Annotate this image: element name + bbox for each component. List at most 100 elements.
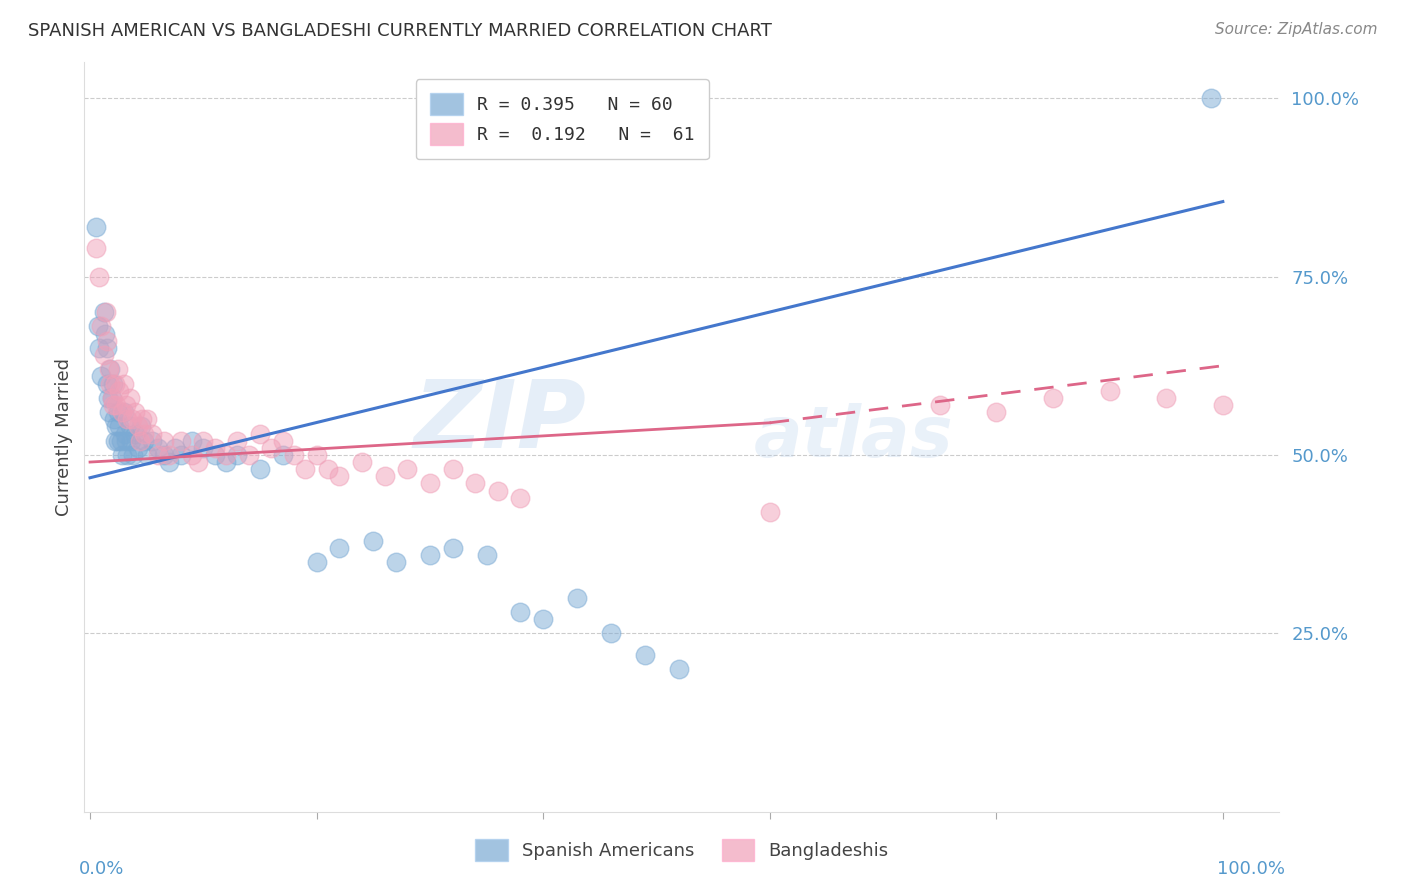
Text: Source: ZipAtlas.com: Source: ZipAtlas.com bbox=[1215, 22, 1378, 37]
Point bbox=[111, 405, 134, 419]
Point bbox=[105, 398, 128, 412]
Point bbox=[294, 462, 316, 476]
Point bbox=[441, 462, 464, 476]
Point bbox=[107, 405, 129, 419]
Text: 100.0%: 100.0% bbox=[1218, 861, 1285, 879]
Point bbox=[1154, 391, 1177, 405]
Point bbox=[87, 319, 110, 334]
Point bbox=[128, 434, 150, 448]
Point bbox=[100, 391, 122, 405]
Point bbox=[193, 441, 215, 455]
Point bbox=[124, 405, 146, 419]
Point bbox=[101, 398, 124, 412]
Point bbox=[1212, 398, 1234, 412]
Point bbox=[238, 448, 260, 462]
Point bbox=[531, 612, 554, 626]
Point bbox=[87, 269, 110, 284]
Point bbox=[758, 505, 780, 519]
Point bbox=[152, 434, 174, 448]
Point bbox=[129, 419, 152, 434]
Point bbox=[204, 448, 226, 462]
Point bbox=[84, 241, 107, 255]
Text: ZIP: ZIP bbox=[413, 376, 586, 468]
Point bbox=[249, 426, 271, 441]
Point bbox=[226, 448, 249, 462]
Point bbox=[118, 419, 141, 434]
Point bbox=[108, 419, 131, 434]
Point bbox=[146, 441, 169, 455]
Point bbox=[114, 426, 136, 441]
Point bbox=[107, 362, 129, 376]
Point bbox=[226, 434, 249, 448]
Point bbox=[204, 441, 226, 455]
Point bbox=[121, 412, 143, 426]
Point bbox=[98, 362, 121, 376]
Point bbox=[475, 548, 498, 562]
Point bbox=[96, 334, 118, 348]
Point bbox=[350, 455, 373, 469]
Point bbox=[111, 448, 134, 462]
Point bbox=[509, 491, 531, 505]
Point bbox=[565, 591, 588, 605]
Point bbox=[96, 376, 118, 391]
Point bbox=[112, 376, 135, 391]
Point bbox=[84, 219, 107, 234]
Point bbox=[187, 455, 209, 469]
Point bbox=[305, 555, 328, 569]
Point bbox=[163, 441, 186, 455]
Point bbox=[100, 376, 122, 391]
Point bbox=[135, 448, 157, 462]
Point bbox=[157, 448, 180, 462]
Point bbox=[127, 441, 149, 455]
Point bbox=[87, 341, 110, 355]
Point bbox=[93, 348, 115, 362]
Point bbox=[305, 448, 328, 462]
Point bbox=[108, 384, 131, 398]
Point bbox=[96, 341, 118, 355]
Point bbox=[100, 391, 122, 405]
Point bbox=[93, 305, 115, 319]
Point bbox=[169, 434, 191, 448]
Point bbox=[115, 398, 138, 412]
Point bbox=[928, 398, 950, 412]
Point bbox=[117, 412, 139, 426]
Point bbox=[509, 605, 531, 619]
Point bbox=[134, 434, 156, 448]
Point bbox=[260, 441, 283, 455]
Point bbox=[181, 434, 204, 448]
Point bbox=[271, 434, 294, 448]
Point bbox=[115, 434, 138, 448]
Point bbox=[385, 555, 408, 569]
Point bbox=[361, 533, 384, 548]
Point bbox=[316, 462, 339, 476]
Point bbox=[668, 662, 690, 676]
Point bbox=[120, 434, 142, 448]
Y-axis label: Currently Married: Currently Married bbox=[55, 358, 73, 516]
Point bbox=[600, 626, 623, 640]
Point bbox=[127, 419, 149, 434]
Point bbox=[134, 426, 156, 441]
Point bbox=[152, 448, 174, 462]
Point bbox=[124, 426, 146, 441]
Point bbox=[118, 391, 141, 405]
Point bbox=[101, 376, 124, 391]
Point bbox=[146, 448, 169, 462]
Point bbox=[215, 455, 238, 469]
Point bbox=[131, 412, 153, 426]
Point bbox=[112, 405, 135, 419]
Point bbox=[374, 469, 396, 483]
Point bbox=[1042, 391, 1064, 405]
Text: 0.0%: 0.0% bbox=[79, 861, 124, 879]
Point bbox=[419, 548, 441, 562]
Point bbox=[141, 426, 163, 441]
Point bbox=[271, 448, 294, 462]
Point bbox=[135, 412, 157, 426]
Point bbox=[328, 469, 350, 483]
Point bbox=[1201, 91, 1223, 105]
Point bbox=[100, 362, 122, 376]
Point bbox=[249, 462, 271, 476]
Point bbox=[107, 434, 129, 448]
Point bbox=[441, 541, 464, 555]
Text: SPANISH AMERICAN VS BANGLADESHI CURRENTLY MARRIED CORRELATION CHART: SPANISH AMERICAN VS BANGLADESHI CURRENTL… bbox=[28, 22, 772, 40]
Point bbox=[117, 448, 139, 462]
